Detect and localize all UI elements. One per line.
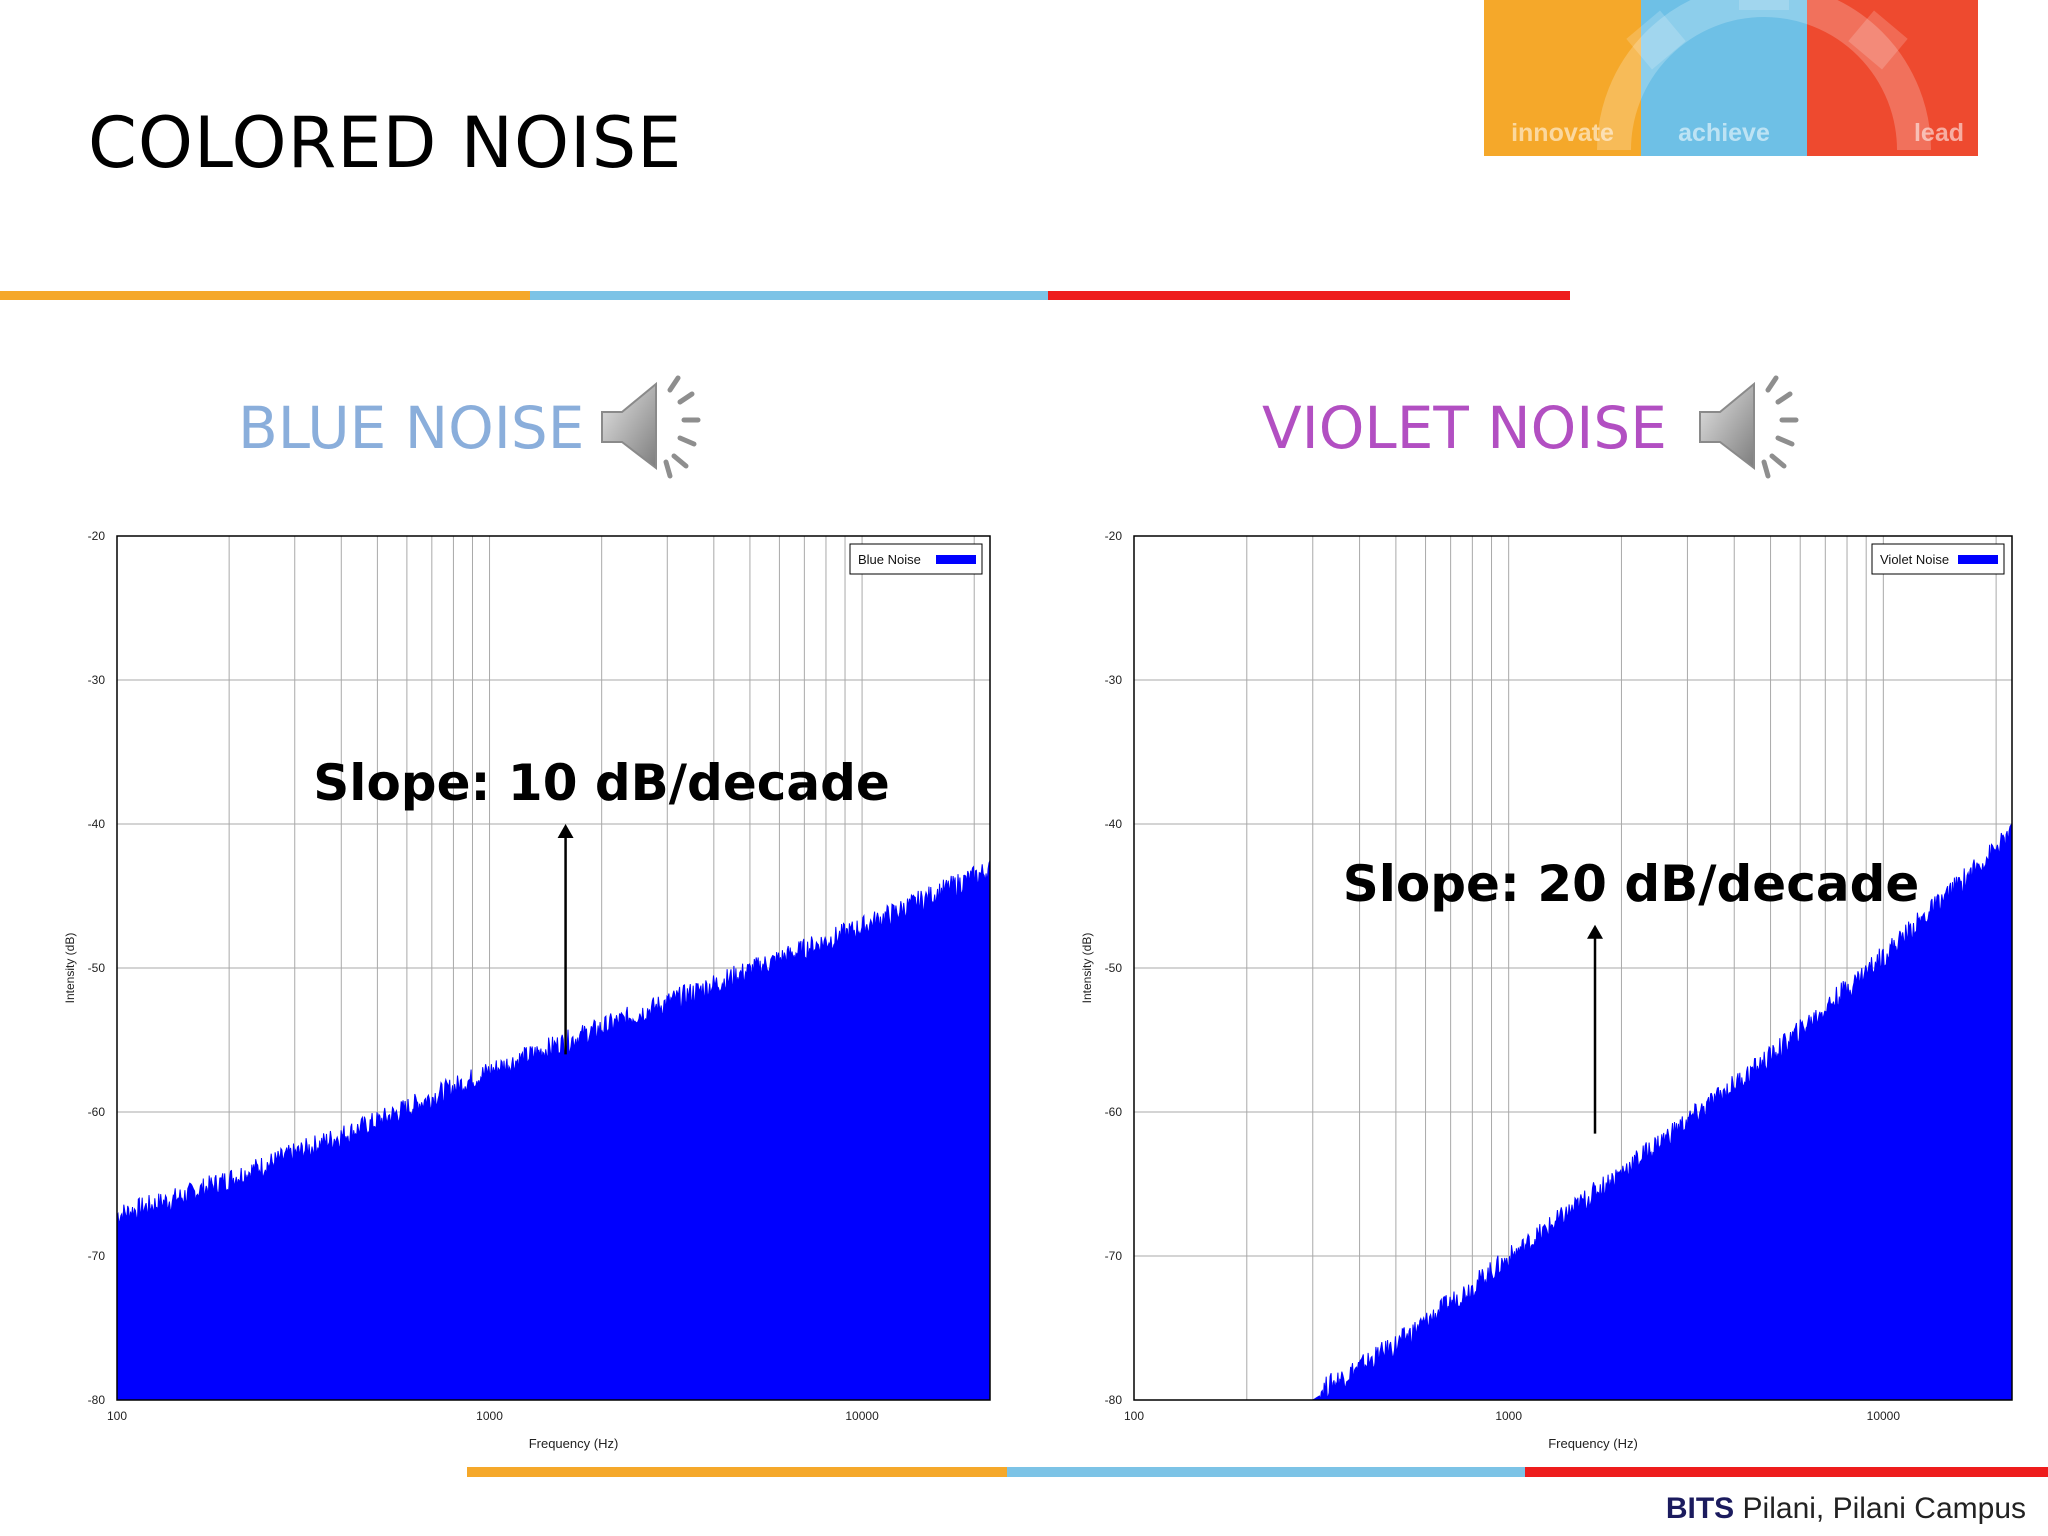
y-tick-label: -30 [1105, 673, 1123, 687]
annotation-arrow-head [557, 824, 574, 838]
slope-annotation: Slope: 10 dB/decade [313, 754, 890, 812]
y-axis-label: Intensity (dB) [63, 933, 77, 1004]
y-tick-label: -40 [88, 817, 106, 831]
logo-segment-achieve: achieve [1641, 0, 1807, 156]
y-tick-label: -60 [1105, 1105, 1123, 1119]
legend-label: Violet Noise [1880, 552, 1949, 567]
x-tick-label: 10000 [1867, 1409, 1901, 1423]
stripe-segment-orange [467, 1467, 1007, 1477]
slide-title: COLORED NOISE [88, 102, 683, 184]
footer-campus-label: BITS Pilani, Pilani Campus [1666, 1492, 2026, 1526]
logo-word-achieve: achieve [1678, 119, 1770, 147]
y-tick-label: -30 [88, 673, 106, 687]
y-tick-label: -40 [1105, 817, 1123, 831]
stripe-segment-blue [1007, 1467, 1525, 1477]
stripe-segment-red [1048, 291, 1570, 300]
y-tick-label: -50 [1105, 961, 1123, 975]
legend-swatch [936, 555, 976, 564]
y-tick-label: -20 [88, 529, 106, 543]
speaker-icon[interactable] [1696, 372, 1814, 482]
y-tick-label: -80 [1105, 1393, 1123, 1407]
y-tick-label: -70 [88, 1249, 106, 1263]
y-tick-label: -50 [88, 961, 106, 975]
legend-swatch [1958, 555, 1998, 564]
x-tick-label: 1000 [1495, 1409, 1522, 1423]
y-tick-label: -20 [1105, 529, 1123, 543]
footer-org: BITS [1665, 1492, 1735, 1525]
logo-segment-innovate: innovate [1484, 0, 1641, 156]
plot-frame [116, 535, 991, 1401]
y-tick-label: -80 [88, 1393, 106, 1407]
stripe-segment-red [1525, 1467, 2048, 1477]
blue-noise-heading: BLUE NOISE [238, 394, 585, 462]
x-tick-label: 1000 [476, 1409, 503, 1423]
footer-campus: Pilani, Pilani Campus [1734, 1492, 2026, 1525]
violet-noise-heading: VIOLET NOISE [1262, 394, 1667, 462]
x-tick-label: 100 [1124, 1409, 1144, 1423]
top-color-stripe [0, 291, 1570, 300]
y-tick-label: -70 [1105, 1249, 1123, 1263]
speaker-icon[interactable] [598, 372, 716, 482]
stripe-segment-blue [530, 291, 1048, 300]
x-tick-label: 10000 [845, 1409, 879, 1423]
stripe-segment-orange [0, 291, 530, 300]
x-tick-label: 100 [107, 1409, 127, 1423]
x-axis-label: Frequency (Hz) [529, 1436, 619, 1451]
plot-frame [1133, 535, 2013, 1401]
legend-label: Blue Noise [858, 552, 921, 567]
logo-word-innovate: innovate [1511, 119, 1614, 147]
noise-spectrum-area [116, 860, 991, 1401]
annotation-arrow-head [1587, 924, 1604, 939]
slope-annotation: Slope: 20 dB/decade [1343, 855, 1920, 913]
y-tick-label: -60 [88, 1105, 106, 1119]
logo-word-lead: lead [1913, 119, 1964, 147]
logo-segment-lead: lead [1807, 0, 1978, 156]
y-axis-label: Intensity (dB) [1080, 933, 1094, 1004]
bottom-color-stripe [467, 1467, 2048, 1477]
logo: innovate achieve lead [1484, 0, 1978, 156]
x-axis-label: Frequency (Hz) [1548, 1436, 1638, 1451]
